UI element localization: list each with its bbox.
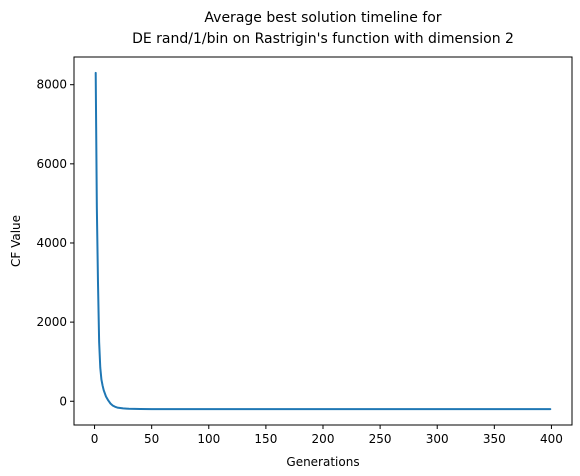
- y-tick-label: 2000: [36, 315, 67, 329]
- x-tick-label: 150: [254, 432, 277, 446]
- x-axis-label: Generations: [286, 455, 359, 469]
- x-axis-ticks: 0 50 100 150 200 250 300 350 400: [91, 425, 563, 446]
- y-tick-label: 6000: [36, 157, 67, 171]
- series-line: [94, 71, 552, 411]
- y-tick-label: 4000: [36, 236, 67, 250]
- x-tick-label: 0: [91, 432, 99, 446]
- chart-title-line-1: Average best solution timeline for: [204, 10, 441, 26]
- x-tick-label: 400: [540, 432, 563, 446]
- y-axis-label: CF Value: [9, 215, 23, 267]
- x-tick-label: 50: [144, 432, 159, 446]
- y-tick-label: 0: [59, 394, 67, 408]
- y-tick-label: 8000: [36, 78, 67, 92]
- x-tick-label: 300: [426, 432, 449, 446]
- x-tick-label: 200: [312, 432, 335, 446]
- x-tick-label: 250: [369, 432, 392, 446]
- x-tick-label: 100: [197, 432, 220, 446]
- chart-title-line-2: DE rand/1/bin on Rastrigin's function wi…: [132, 31, 514, 47]
- plot-area: [73, 56, 573, 426]
- x-tick-label: 350: [483, 432, 506, 446]
- y-axis-ticks: 0 2000 4000 6000 8000: [36, 78, 74, 408]
